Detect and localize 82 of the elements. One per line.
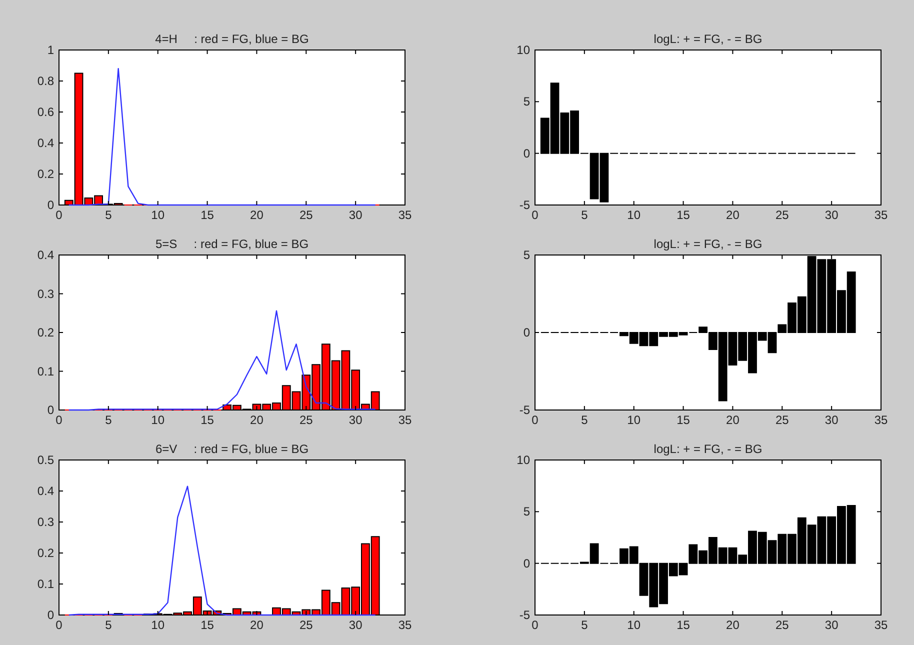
x-tick-label: 35 [874, 618, 888, 632]
x-tick-label: 35 [398, 413, 412, 427]
y-tick-label: 0.2 [37, 546, 54, 560]
x-tick-label: 5 [581, 413, 588, 427]
x-tick-label: 0 [56, 413, 63, 427]
x-tick-label: 30 [348, 413, 363, 427]
x-tick-label: 20 [250, 413, 264, 427]
x-tick-label: 15 [200, 618, 214, 632]
x-tick-label: 0 [56, 618, 63, 632]
x-tick-label: 10 [627, 618, 641, 632]
x-tick-label: 35 [398, 618, 412, 632]
y-tick-label: 0 [47, 608, 54, 622]
y-tick-label: 0 [523, 326, 530, 340]
x-tick-label: 25 [299, 413, 314, 427]
x-tick-label: 0 [532, 413, 539, 427]
chart-title: 5=S : red = FG, blue = BG [155, 237, 309, 251]
x-tick-label: 30 [348, 208, 363, 222]
x-tick-label: 15 [676, 413, 690, 427]
y-tick-label: 0 [523, 556, 530, 570]
y-tick-label: 5 [523, 248, 530, 262]
x-tick-label: 20 [726, 413, 740, 427]
y-tick-label: 0.3 [37, 515, 54, 529]
x-tick-label: 10 [151, 618, 165, 632]
y-tick-label: 0 [47, 198, 54, 212]
x-tick-label: 5 [581, 208, 588, 222]
chart-title: 6=V : red = FG, blue = BG [155, 442, 309, 456]
x-tick-label: 5 [105, 618, 112, 632]
chart-title: 4=H : red = FG, blue = BG [155, 32, 309, 46]
x-tick-label: 15 [676, 618, 690, 632]
y-tick-label: 0.4 [37, 248, 54, 262]
x-tick-label: 15 [200, 413, 214, 427]
y-tick-label: 10 [516, 453, 530, 467]
x-tick-label: 25 [775, 618, 790, 632]
y-tick-label: 0.6 [37, 105, 54, 119]
y-tick-label: 10 [516, 43, 530, 57]
y-tick-label: 0.8 [37, 74, 54, 88]
x-tick-label: 0 [56, 208, 63, 222]
y-tick-label: -5 [519, 198, 530, 212]
x-tick-label: 20 [726, 618, 740, 632]
x-tick-label: 10 [151, 413, 165, 427]
x-tick-label: 35 [398, 208, 412, 222]
x-tick-label: 20 [250, 618, 264, 632]
x-tick-label: 25 [775, 208, 790, 222]
x-tick-label: 20 [250, 208, 264, 222]
y-tick-label: -5 [519, 403, 530, 417]
x-tick-label: 10 [627, 413, 641, 427]
y-tick-label: 0.2 [37, 167, 54, 181]
y-tick-label: 0 [47, 403, 54, 417]
x-tick-label: 15 [676, 208, 690, 222]
y-tick-label: 0.4 [37, 136, 54, 150]
x-tick-label: 30 [824, 208, 839, 222]
x-tick-label: 25 [775, 413, 790, 427]
x-tick-label: 10 [151, 208, 165, 222]
chart-title: logL: + = FG, - = BG [654, 32, 762, 46]
x-tick-label: 5 [581, 618, 588, 632]
x-tick-label: 20 [726, 208, 740, 222]
y-tick-label: 0.2 [37, 326, 54, 340]
x-tick-label: 30 [348, 618, 363, 632]
x-tick-label: 30 [824, 413, 839, 427]
x-tick-label: 35 [874, 413, 888, 427]
y-tick-label: 5 [523, 94, 530, 109]
chart-title: logL: + = FG, - = BG [654, 237, 762, 251]
y-tick-label: -5 [519, 608, 530, 622]
x-tick-label: 35 [874, 208, 888, 222]
chart-title: logL: + = FG, - = BG [654, 442, 762, 456]
x-tick-label: 25 [299, 208, 314, 222]
x-tick-label: 10 [627, 208, 641, 222]
y-tick-label: 1 [47, 43, 54, 57]
y-tick-label: 0.3 [37, 286, 54, 301]
x-tick-label: 5 [105, 208, 112, 222]
y-tick-label: 0.5 [37, 453, 54, 467]
x-tick-label: 5 [105, 413, 112, 427]
y-tick-label: 0.4 [37, 484, 54, 498]
x-tick-label: 15 [200, 208, 214, 222]
x-tick-label: 0 [532, 618, 539, 632]
x-tick-label: 30 [824, 618, 839, 632]
x-tick-label: 25 [299, 618, 314, 632]
y-tick-label: 0.1 [37, 577, 54, 591]
y-tick-label: 0 [523, 146, 530, 160]
y-tick-label: 0.1 [37, 364, 54, 378]
x-tick-label: 0 [532, 208, 539, 222]
y-tick-label: 5 [523, 504, 530, 519]
